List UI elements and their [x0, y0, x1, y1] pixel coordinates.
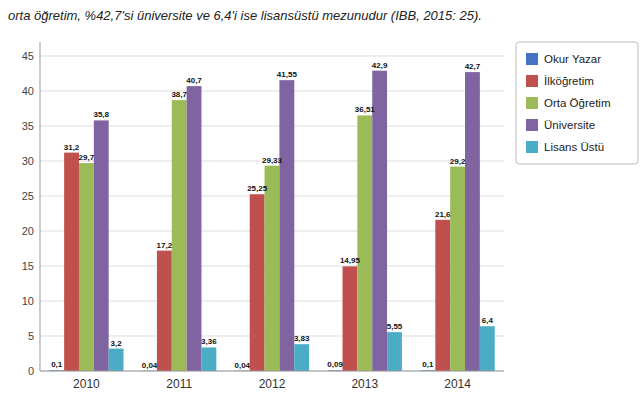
grid-line: [40, 371, 504, 372]
data-label: 6,4: [482, 316, 494, 325]
legend-swatch: [526, 119, 538, 131]
chart: orta öğretim, %42,7'si üniversite ve 6,4…: [0, 0, 640, 405]
data-label: 29,2: [450, 157, 466, 166]
data-label: 3,36: [201, 337, 217, 346]
data-label: 29,7: [79, 153, 95, 162]
y-tick-label: 10: [22, 295, 34, 307]
data-label: 29,33: [262, 156, 283, 165]
legend-label: Lisans Üstü: [544, 141, 604, 153]
bar: [372, 71, 387, 371]
bar: [64, 153, 79, 371]
bar: [480, 326, 495, 371]
bar: [294, 344, 309, 371]
y-tick-label: 5: [28, 330, 34, 342]
data-label: 3,2: [111, 339, 123, 348]
legend-label: İlköğretim: [544, 75, 594, 87]
bar: [265, 166, 280, 371]
legend-swatch: [526, 141, 538, 153]
bar: [172, 100, 187, 371]
bar: [465, 72, 480, 371]
data-label: 21,6: [435, 210, 451, 219]
y-tick-label: 15: [22, 260, 34, 272]
bar: [387, 332, 402, 371]
bar: [279, 80, 294, 371]
bar: [357, 115, 372, 371]
bars: [49, 71, 494, 371]
bar: [250, 194, 265, 371]
legend: Okur Yazar İlköğretim Orta Öğretim Üniversi…: [516, 42, 638, 164]
y-axis-line: [40, 42, 41, 371]
bar: [187, 86, 202, 371]
data-label: 41,55: [277, 70, 298, 79]
legend-frame: [516, 42, 638, 164]
y-tick-label: 0: [28, 365, 34, 377]
data-label: 0,09: [327, 360, 343, 369]
x-tick-label: 2011: [166, 377, 192, 391]
data-label: 38,7: [171, 90, 187, 99]
grid: [40, 56, 504, 371]
x-tick-label: 2013: [351, 377, 378, 391]
bar: [450, 167, 465, 371]
y-tick-label: 20: [22, 225, 34, 237]
x-tick-label: 2010: [73, 377, 100, 391]
data-label: 0,1: [51, 360, 63, 369]
legend-label: Orta Öğretim: [544, 97, 610, 109]
grid-line: [40, 126, 504, 127]
grid-line: [40, 91, 504, 92]
bar: [109, 349, 124, 371]
data-label: 40,7: [186, 76, 202, 85]
x-tick-label: 2012: [259, 377, 286, 391]
bar: [343, 266, 358, 371]
legend-label: Üniversite: [544, 119, 595, 131]
bar: [157, 251, 172, 371]
data-label: 17,2: [157, 241, 173, 250]
y-tick-label: 25: [22, 190, 34, 202]
data-label: 0,04: [235, 361, 251, 370]
legend-swatch: [526, 97, 538, 109]
x-axis-line: [40, 371, 504, 372]
data-label: 35,8: [93, 110, 109, 119]
data-label: 14,95: [340, 256, 361, 265]
bar: [201, 347, 216, 371]
grid-line: [40, 56, 504, 57]
y-tick-label: 45: [22, 50, 34, 62]
y-tick-label: 40: [22, 85, 34, 97]
y-tick-label: 30: [22, 155, 34, 167]
y-tick-label: 35: [22, 120, 34, 132]
data-label: 0,1: [422, 360, 434, 369]
data-labels: 0,1 0,04 0,04 0,09 0,1 31,2 17,2 25,25 14,95 21,6…: [51, 61, 493, 370]
data-label: 42,9: [372, 61, 388, 70]
data-label: 42,7: [465, 62, 481, 71]
title: orta öğretim, %42,7'si üniversite ve 6,4…: [8, 8, 482, 23]
data-label: 25,25: [247, 184, 268, 193]
bar: [435, 220, 450, 371]
data-label: 5,55: [387, 322, 403, 331]
bar: [94, 120, 109, 371]
x-tick-label: 2014: [444, 377, 471, 391]
legend-swatch: [526, 75, 538, 87]
legend-swatch: [526, 53, 538, 65]
data-label: 31,2: [64, 143, 80, 152]
bar: [79, 163, 94, 371]
data-label: 3,83: [294, 334, 310, 343]
data-label: 0,04: [142, 361, 158, 370]
legend-label: Okur Yazar: [544, 53, 601, 65]
data-label: 36,51: [355, 105, 376, 114]
